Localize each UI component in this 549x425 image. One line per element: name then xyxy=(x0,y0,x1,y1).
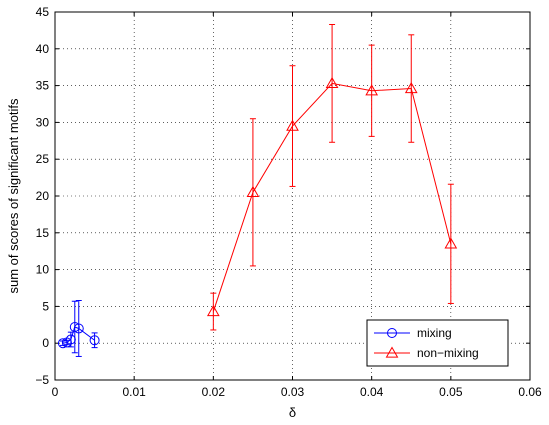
y-tick-label: 5 xyxy=(42,299,49,313)
data-point xyxy=(444,237,458,249)
data-point xyxy=(65,334,76,345)
data-point xyxy=(365,84,379,96)
x-tick-label: 0.02 xyxy=(202,385,226,399)
data-point xyxy=(206,305,220,317)
x-tick-label: 0 xyxy=(52,385,59,399)
y-tick-label: 0 xyxy=(42,336,49,350)
data-point xyxy=(246,185,260,197)
series-layer xyxy=(57,24,458,357)
x-tick-label: 0.01 xyxy=(122,385,146,399)
data-point xyxy=(404,82,418,94)
series-non-mixing xyxy=(206,24,458,331)
y-tick-label: 25 xyxy=(36,152,50,166)
data-point xyxy=(325,76,339,89)
y-tick-label: 35 xyxy=(36,79,50,93)
y-tick-label: 30 xyxy=(36,115,50,129)
x-axis: 0 0.01 0.02 0.03 0.04 0.05 0.06 xyxy=(52,12,542,399)
y-tick-label: 15 xyxy=(36,226,50,240)
y-tick-label: 40 xyxy=(36,42,50,56)
legend-marker xyxy=(385,346,399,358)
legend-label: non−mixing xyxy=(417,346,479,360)
series-line xyxy=(62,326,95,344)
y-tick-label: 45 xyxy=(36,5,50,19)
y-tick-label: 20 xyxy=(36,189,50,203)
series-mixing xyxy=(57,300,100,357)
y-axis: −5 0 5 10 15 20 25 30 35 40 45 xyxy=(35,5,530,387)
data-point xyxy=(89,335,100,346)
x-tick-label: 0.06 xyxy=(518,385,542,399)
data-point xyxy=(286,119,299,131)
x-tick-label: 0.04 xyxy=(360,385,384,399)
x-tick-label: 0.05 xyxy=(439,385,463,399)
legend-box xyxy=(366,319,509,367)
y-tick-label: 10 xyxy=(36,263,50,277)
y-tick-label: −5 xyxy=(35,373,49,387)
x-tick-label: 0.03 xyxy=(281,385,305,399)
legend: mixing non−mixing xyxy=(366,319,509,367)
data-point xyxy=(57,338,68,349)
plot-frame xyxy=(54,11,531,381)
legend-label: mixing xyxy=(417,326,452,340)
data-point xyxy=(73,323,84,334)
x-axis-label: δ xyxy=(289,405,296,420)
legend-marker xyxy=(387,328,397,338)
y-axis-label: sum of scores of significant motifs xyxy=(6,98,21,294)
